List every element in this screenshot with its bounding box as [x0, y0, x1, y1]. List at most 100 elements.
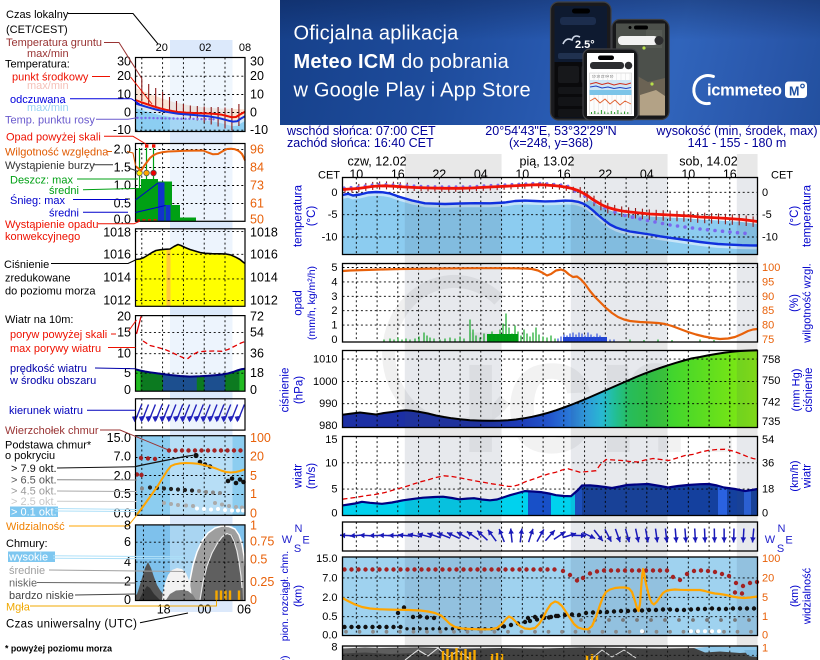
svg-text:Temperatura gruntu: Temperatura gruntu: [6, 37, 102, 49]
svg-text:(m/s): (m/s): [306, 463, 318, 489]
svg-text:odczuwana: odczuwana: [10, 94, 67, 106]
svg-text:(hPa): (hPa): [294, 376, 306, 404]
svg-text:36: 36: [250, 347, 264, 361]
svg-text:36: 36: [762, 457, 774, 469]
svg-text:141 - 155 - 180 m: 141 - 155 - 180 m: [688, 136, 787, 150]
svg-text:Wilgotność względna: Wilgotność względna: [5, 147, 109, 159]
svg-text:0: 0: [331, 334, 337, 346]
svg-text:wysokość (min, środek, max): wysokość (min, środek, max): [655, 124, 817, 138]
svg-text:Śnieg: max: Śnieg: max: [10, 194, 66, 207]
svg-text:-5: -5: [762, 209, 772, 221]
svg-text:1016: 1016: [250, 247, 278, 261]
svg-text:(km/h): (km/h): [789, 460, 801, 491]
svg-text:8: 8: [124, 519, 131, 533]
svg-text:61: 61: [250, 197, 264, 211]
svg-text:85: 85: [762, 305, 774, 317]
svg-text:bardzo niskie: bardzo niskie: [9, 590, 74, 602]
svg-text:2.0: 2.0: [114, 143, 131, 157]
svg-text:95: 95: [762, 276, 774, 288]
svg-text:kierunek wiatru: kierunek wiatru: [9, 405, 83, 417]
svg-text:1: 1: [762, 643, 768, 655]
svg-text:0.25: 0.25: [250, 575, 274, 589]
svg-text:średni: średni: [49, 185, 79, 197]
svg-text:84: 84: [250, 161, 264, 175]
svg-text:zachm. (octy): zachm. (octy): [279, 655, 291, 660]
svg-text:1: 1: [250, 487, 257, 501]
svg-text:W: W: [765, 534, 776, 546]
svg-text:2.0: 2.0: [114, 469, 131, 483]
svg-text:(%): (%): [789, 294, 801, 312]
svg-text:73: 73: [250, 179, 264, 193]
svg-text:(mm Hg): (mm Hg): [791, 369, 803, 412]
svg-text:0: 0: [124, 593, 131, 607]
svg-text:20: 20: [762, 572, 774, 584]
svg-text:5: 5: [331, 262, 337, 274]
svg-text:M: M: [789, 84, 799, 98]
svg-text:CET: CET: [771, 170, 793, 182]
svg-text:100: 100: [762, 262, 780, 274]
svg-text:735: 735: [762, 416, 780, 428]
svg-text:758: 758: [762, 354, 780, 366]
svg-text:0.75: 0.75: [250, 534, 274, 548]
svg-text:Wystąpienie burzy: Wystąpienie burzy: [5, 160, 95, 172]
svg-text:0: 0: [124, 106, 131, 120]
svg-text:1014: 1014: [103, 271, 131, 285]
svg-text:1000: 1000: [313, 376, 337, 388]
svg-text:> 2.5 okt.: > 2.5 okt.: [11, 496, 57, 508]
svg-text:4: 4: [124, 555, 131, 569]
svg-text:10: 10: [250, 87, 264, 101]
svg-text:20: 20: [156, 42, 168, 54]
svg-text:15: 15: [117, 326, 131, 340]
svg-text:20: 20: [117, 69, 131, 83]
svg-text:w Google Play i App Store: w Google Play i App Store: [293, 80, 531, 102]
svg-text:0.5: 0.5: [250, 553, 267, 567]
svg-text:2: 2: [124, 575, 131, 589]
svg-text:990: 990: [319, 398, 337, 410]
svg-text:2.0: 2.0: [322, 592, 337, 604]
svg-text:> 4.5 okt.: > 4.5 okt.: [11, 486, 57, 498]
svg-text:ciśnienie: ciśnienie: [280, 368, 292, 413]
svg-text:100: 100: [762, 553, 780, 565]
svg-text:Czas uniwersalny (UTC): Czas uniwersalny (UTC): [6, 619, 137, 631]
svg-text:7.0: 7.0: [114, 450, 131, 464]
svg-text:0: 0: [331, 187, 337, 199]
svg-text:Mgła: Mgła: [6, 602, 31, 614]
svg-text:08: 08: [239, 42, 251, 54]
svg-text:06: 06: [237, 603, 251, 617]
svg-text:Temp. punktu rosy: Temp. punktu rosy: [5, 115, 95, 127]
svg-text:1012: 1012: [103, 294, 131, 308]
svg-text:zredukowane: zredukowane: [5, 273, 70, 285]
svg-text:wilgotność wzgl.: wilgotność wzgl.: [802, 263, 814, 343]
svg-text:prędkość wiatru: prędkość wiatru: [10, 363, 87, 375]
svg-text:icm: icm: [458, 303, 742, 487]
svg-text:zachód słońca: 16:40 CET: zachód słońca: 16:40 CET: [287, 136, 434, 150]
svg-text:(°C): (°C): [306, 206, 318, 227]
svg-text:-10: -10: [322, 232, 338, 244]
svg-text:0: 0: [250, 593, 257, 607]
svg-text:opad: opad: [293, 290, 305, 316]
svg-text:Podstawa chmur*: Podstawa chmur*: [5, 440, 92, 452]
svg-text:20°54'43"E, 53°32'29"N: 20°54'43"E, 53°32'29"N: [485, 124, 616, 138]
svg-text:-10: -10: [762, 232, 778, 244]
svg-text:1016: 1016: [103, 247, 131, 261]
svg-text:54: 54: [250, 326, 264, 340]
svg-text:E: E: [785, 535, 792, 547]
svg-text:wiatr: wiatr: [802, 464, 814, 489]
svg-text:1: 1: [762, 611, 768, 623]
svg-text:0.5: 0.5: [322, 611, 337, 623]
svg-text:0: 0: [762, 630, 768, 642]
svg-text:20: 20: [117, 310, 131, 324]
svg-text:0: 0: [331, 508, 337, 520]
svg-text:do poziomu morza: do poziomu morza: [5, 286, 96, 298]
svg-text:20: 20: [250, 69, 264, 83]
svg-text:96: 96: [250, 143, 264, 157]
svg-text:średnie: średnie: [9, 565, 45, 577]
svg-text:15.0: 15.0: [316, 553, 337, 565]
svg-text:10 16 22 04 10: 10 16 22 04 10: [592, 75, 613, 79]
svg-text:średni: średni: [49, 208, 79, 220]
svg-text:(CET/CEST): (CET/CEST): [6, 24, 68, 36]
svg-text:5: 5: [124, 366, 131, 380]
svg-text:1012: 1012: [250, 294, 278, 308]
svg-text:20: 20: [250, 450, 264, 464]
svg-text:10: 10: [325, 457, 337, 469]
